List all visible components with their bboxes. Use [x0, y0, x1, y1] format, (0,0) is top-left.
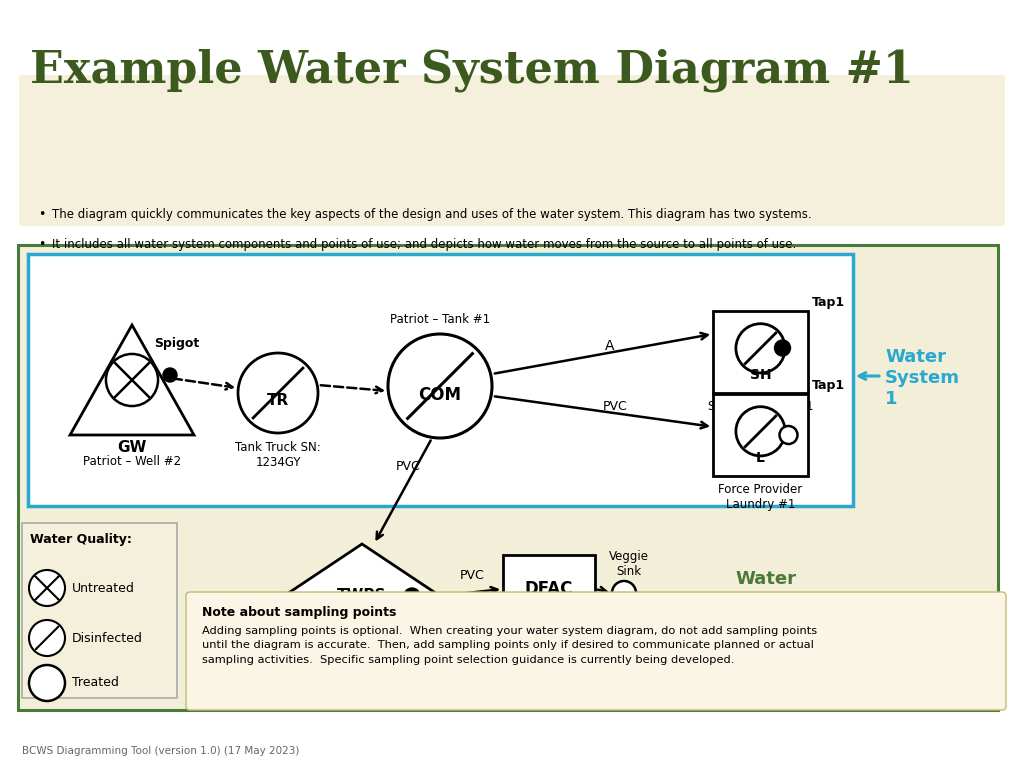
Text: BCWS Diagramming Tool (version 1.0) (17 May 2023): BCWS Diagramming Tool (version 1.0) (17 …	[22, 746, 299, 756]
FancyBboxPatch shape	[713, 394, 808, 476]
Text: Tap1: Tap1	[812, 379, 845, 392]
Circle shape	[105, 354, 158, 406]
Circle shape	[388, 334, 492, 438]
Text: SH: SH	[750, 368, 771, 382]
Circle shape	[736, 323, 785, 373]
Text: Tap1: Tap1	[812, 296, 845, 309]
Circle shape	[612, 581, 636, 605]
FancyBboxPatch shape	[22, 523, 177, 698]
Text: Tank Truck SN:
1234GY: Tank Truck SN: 1234GY	[236, 441, 321, 469]
FancyBboxPatch shape	[713, 311, 808, 393]
Text: Untreated: Untreated	[72, 581, 135, 594]
FancyBboxPatch shape	[18, 245, 998, 710]
Text: Example sampling points are shown here; note that these will be needed when crea: Example sampling points are shown here; …	[52, 296, 788, 309]
Text: •: •	[38, 238, 45, 251]
Circle shape	[779, 426, 798, 444]
Text: Disinfected: Disinfected	[72, 631, 143, 644]
Text: The water system component icons (triangles, diamonds, circles, and boxes) shoul: The water system component icons (triang…	[52, 263, 820, 291]
Text: DFAC: DFAC	[525, 580, 573, 598]
Circle shape	[736, 407, 785, 456]
Text: Treated: Treated	[72, 677, 119, 690]
Text: COM: COM	[419, 386, 462, 405]
Text: PVC: PVC	[460, 569, 484, 582]
FancyBboxPatch shape	[19, 75, 1005, 226]
Text: •: •	[38, 208, 45, 221]
Text: TWPS: TWPS	[337, 588, 387, 604]
FancyBboxPatch shape	[503, 555, 595, 623]
Circle shape	[163, 368, 177, 382]
Polygon shape	[70, 325, 194, 435]
Text: Water Quality:: Water Quality:	[30, 533, 132, 546]
Text: PAT – TPWS
SN: 0YT763: PAT – TPWS SN: 0YT763	[328, 656, 396, 684]
Text: Example Water System Diagram #1: Example Water System Diagram #1	[30, 48, 913, 91]
Text: PVC: PVC	[603, 400, 628, 413]
Text: Patriot – Well #2: Patriot – Well #2	[83, 455, 181, 468]
Circle shape	[238, 353, 318, 433]
Text: Veggie
Sink: Veggie Sink	[609, 550, 649, 578]
Polygon shape	[284, 544, 440, 648]
Text: Spigot: Spigot	[154, 337, 200, 350]
Circle shape	[774, 340, 791, 356]
Circle shape	[404, 588, 420, 604]
Text: TR: TR	[267, 392, 289, 408]
Text: L: L	[756, 451, 765, 465]
Text: •: •	[38, 263, 45, 276]
Text: Adding sampling points is optional.  When creating your water system diagram, do: Adding sampling points is optional. When…	[202, 626, 817, 665]
Text: Shower Trailer #1: Shower Trailer #1	[708, 400, 813, 413]
Text: GW: GW	[118, 440, 146, 455]
Text: Force Provider
Laundry #1: Force Provider Laundry #1	[719, 483, 803, 511]
Text: Effluent: Effluent	[432, 651, 484, 664]
Text: Water
System
2: Water System 2	[735, 570, 810, 630]
Text: It includes all water system components and points of use; and depicts how water: It includes all water system components …	[52, 238, 797, 251]
Text: The diagram quickly communicates the key aspects of the design and uses of the w: The diagram quickly communicates the key…	[52, 208, 812, 221]
Circle shape	[29, 620, 65, 656]
Text: Patriot – Tank #1: Patriot – Tank #1	[390, 313, 490, 326]
Text: Patriot DFAC: Patriot DFAC	[512, 631, 586, 644]
Text: PVC: PVC	[395, 460, 421, 473]
Circle shape	[29, 665, 65, 701]
Text: •: •	[38, 296, 45, 309]
Text: Water
System
1: Water System 1	[885, 348, 961, 408]
Text: A: A	[605, 339, 614, 353]
Text: Note about sampling points: Note about sampling points	[202, 606, 396, 619]
FancyBboxPatch shape	[28, 254, 853, 506]
Circle shape	[29, 570, 65, 606]
FancyBboxPatch shape	[186, 592, 1006, 710]
